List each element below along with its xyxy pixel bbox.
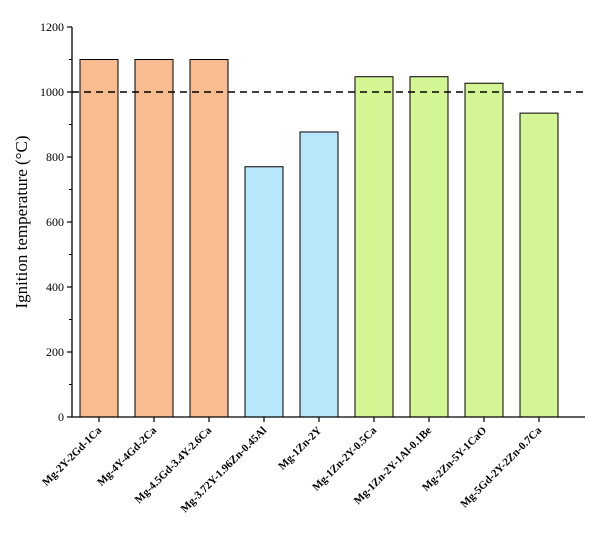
x-tick-label-2: Mg-4Y-4Gd-2Ca (95, 424, 159, 488)
bar-1 (79, 59, 119, 418)
bar-7 (409, 76, 449, 418)
y-tick-label-200: 200 (46, 345, 64, 359)
bar-5 (299, 131, 339, 418)
bar-2 (134, 59, 174, 418)
y-tick-label-800: 800 (46, 150, 64, 164)
y-tick-label-1000: 1000 (40, 85, 64, 99)
bar-9 (519, 112, 559, 418)
bar-6 (354, 76, 394, 418)
x-tick-label-1: Mg-2Y-2Gd-1Ca (40, 424, 104, 488)
y-tick-label-0: 0 (58, 410, 64, 424)
y-tick-label-600: 600 (46, 215, 64, 229)
bars-group (79, 59, 559, 418)
bar-4 (244, 166, 284, 418)
y-tick-label-1200: 1200 (40, 20, 64, 34)
bar-3 (189, 59, 229, 418)
y-axis-title: Ignition temperature (°C) (12, 136, 31, 309)
x-tick-label-5: Mg-1Zn-2Y (276, 425, 324, 473)
bar-8 (464, 82, 504, 418)
y-tick-label-400: 400 (46, 280, 64, 294)
